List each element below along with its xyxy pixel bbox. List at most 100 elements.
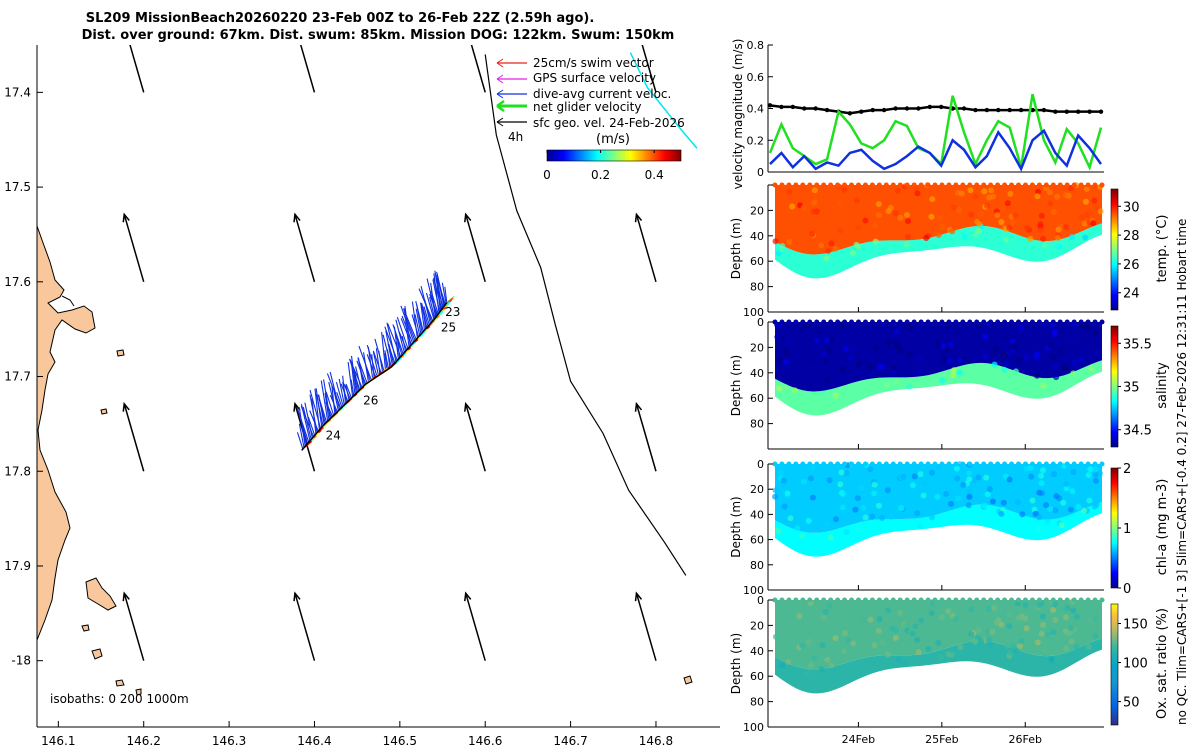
dive-avg-vector bbox=[314, 388, 320, 430]
profile-sample bbox=[869, 513, 876, 520]
surface-sample bbox=[772, 319, 778, 325]
dive-avg-vector bbox=[395, 319, 405, 353]
profile-sample bbox=[893, 378, 900, 385]
dive-avg-vector bbox=[420, 302, 426, 331]
profile-sample bbox=[960, 481, 967, 488]
island-1 bbox=[85, 577, 117, 611]
profile-sample bbox=[966, 476, 973, 483]
profile-sample bbox=[783, 349, 790, 356]
surface-sample bbox=[939, 597, 945, 603]
profile-sample bbox=[1037, 227, 1044, 234]
profile-sample bbox=[958, 190, 965, 197]
dive-avg-vector bbox=[375, 348, 381, 375]
dive-avg-vector bbox=[329, 371, 341, 410]
panel-y-tick-label: 20 bbox=[750, 619, 764, 632]
profile-sample bbox=[957, 644, 964, 651]
surface-sample bbox=[939, 182, 945, 188]
profile-sample bbox=[928, 610, 935, 617]
profile-sample bbox=[785, 379, 792, 386]
surface-sample bbox=[967, 461, 973, 467]
profile-sample bbox=[1040, 605, 1047, 612]
surface-sample bbox=[1071, 461, 1077, 467]
profile-sample bbox=[934, 493, 941, 500]
profile-sample bbox=[831, 668, 838, 675]
surface-sample bbox=[960, 597, 966, 603]
profile-sample bbox=[1052, 616, 1059, 623]
profile-sample bbox=[911, 473, 918, 480]
profile-sample bbox=[1015, 614, 1022, 621]
profile-sample bbox=[1042, 647, 1049, 654]
profile-sample bbox=[1039, 467, 1046, 474]
dive-avg-vector bbox=[411, 301, 418, 339]
profile-sample bbox=[1070, 607, 1077, 614]
surface-sample bbox=[1064, 461, 1070, 467]
panel-colorbar-tick-label: 150 bbox=[1123, 618, 1148, 633]
surface-sample bbox=[1002, 597, 1008, 603]
surface-sample bbox=[835, 461, 841, 467]
velocity-y-label: velocity magnitude (m/s) bbox=[731, 39, 745, 190]
profile-sample bbox=[914, 510, 921, 517]
profile-sample bbox=[1044, 323, 1051, 330]
panel-y-tick-label: 20 bbox=[750, 483, 764, 496]
profile-sample bbox=[906, 351, 913, 358]
map-y-tick-label: 17.7 bbox=[4, 370, 31, 384]
panel-colorbar-tick-label: 50 bbox=[1123, 696, 1140, 711]
velocity-point bbox=[1087, 109, 1092, 114]
surface-sample bbox=[814, 461, 820, 467]
surface-sample bbox=[800, 182, 806, 188]
profile-sample bbox=[854, 243, 861, 250]
surface-sample bbox=[1078, 182, 1084, 188]
panel-colorbar-tick-label: 28 bbox=[1123, 229, 1140, 244]
velocity-point bbox=[916, 106, 921, 111]
profile-sample bbox=[810, 208, 817, 215]
island-4 bbox=[100, 408, 108, 415]
dive-avg-vector bbox=[325, 391, 335, 416]
profile-sample bbox=[987, 641, 994, 648]
profile-sample bbox=[1062, 645, 1069, 652]
profile-sample bbox=[916, 368, 923, 375]
surface-sample bbox=[981, 461, 987, 467]
legend-swim-vector: 25cm/s swim vector bbox=[496, 56, 654, 70]
surface-sample bbox=[974, 319, 980, 325]
profile-lower-layer bbox=[775, 223, 1102, 279]
surface-sample bbox=[995, 597, 1001, 603]
profile-sample bbox=[867, 466, 874, 473]
profile-sample bbox=[972, 638, 979, 645]
profile-sample bbox=[1009, 643, 1016, 650]
profile-sample bbox=[972, 193, 979, 200]
profile-sample bbox=[1055, 234, 1062, 241]
profile-sample bbox=[1097, 208, 1104, 215]
dive-avg-vector bbox=[336, 391, 343, 408]
surface-sample bbox=[800, 597, 806, 603]
surface-sample bbox=[1043, 182, 1049, 188]
panel-y-label: Depth (m) bbox=[729, 218, 743, 279]
day-label: 25 bbox=[441, 320, 456, 334]
surface-sample bbox=[1057, 182, 1063, 188]
map-colorbar-tick-label: 0.4 bbox=[645, 168, 664, 182]
dive-avg-vector bbox=[324, 392, 330, 421]
surface-sample bbox=[828, 597, 834, 603]
profile-sample bbox=[813, 337, 820, 344]
profile-sample bbox=[1084, 211, 1091, 218]
profile-sample bbox=[1084, 324, 1091, 331]
profile-sample bbox=[1036, 489, 1043, 496]
profile-sample bbox=[867, 363, 874, 370]
profile-sample bbox=[1059, 469, 1066, 476]
profile-sample bbox=[1084, 610, 1091, 617]
geo-arrow bbox=[470, 45, 486, 93]
velocity-point bbox=[984, 107, 990, 113]
profile-sample bbox=[819, 390, 826, 397]
profile-sample bbox=[1082, 198, 1089, 205]
surface-sample bbox=[1036, 597, 1042, 603]
profile-sample bbox=[947, 500, 954, 507]
profile-sample bbox=[775, 250, 782, 257]
profile-sample bbox=[1068, 638, 1075, 645]
surface-sample bbox=[876, 182, 882, 188]
profile-sample bbox=[1006, 476, 1013, 483]
profile-sample bbox=[932, 602, 939, 609]
surface-sample bbox=[960, 182, 966, 188]
surface-sample bbox=[897, 461, 903, 467]
sfc-geo-arrows bbox=[122, 45, 657, 661]
profile-sample bbox=[778, 334, 785, 341]
